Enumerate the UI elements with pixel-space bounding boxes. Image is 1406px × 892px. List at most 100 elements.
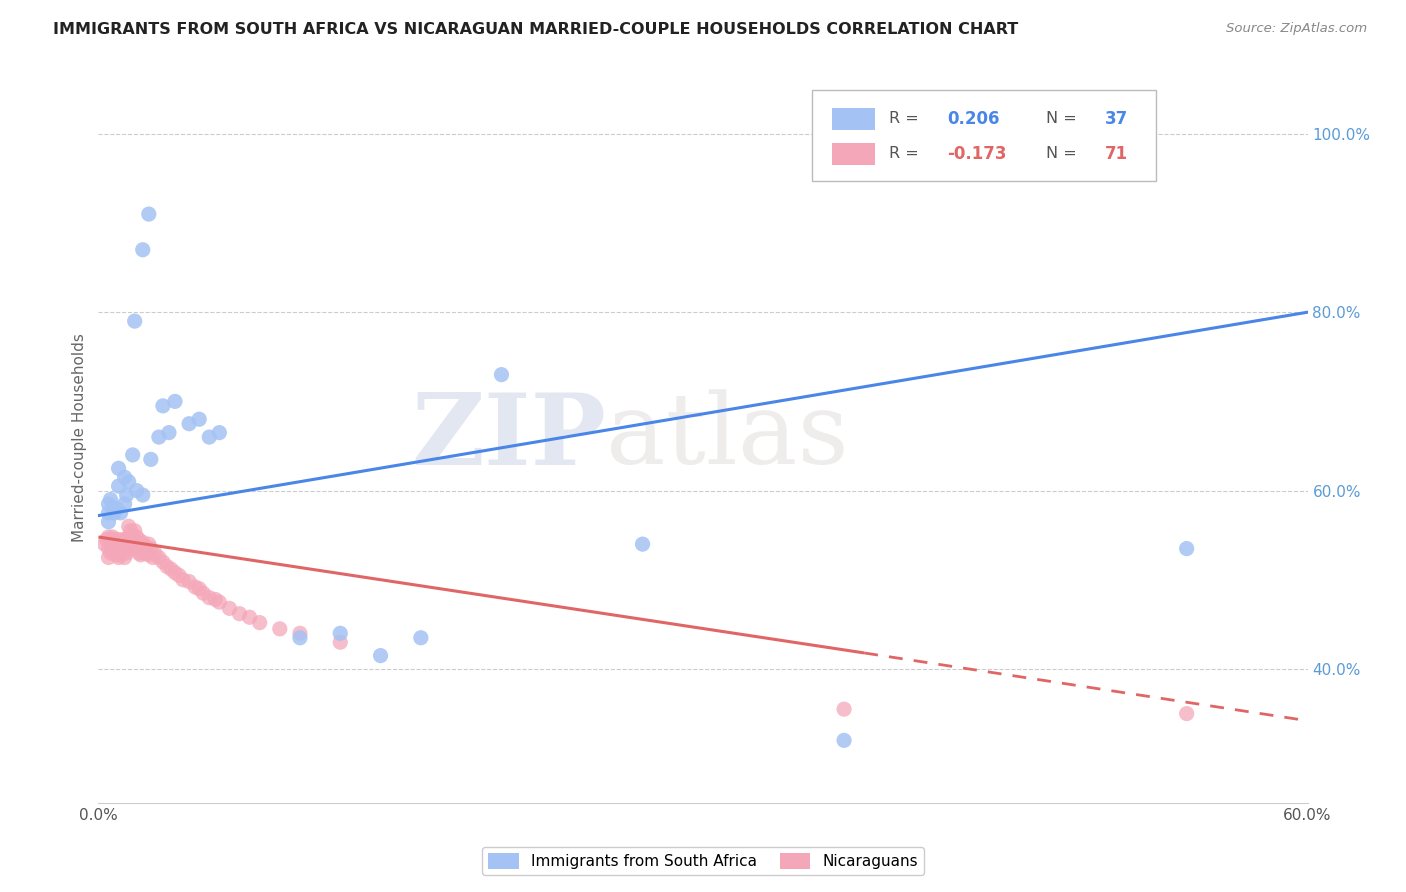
Text: 0.206: 0.206 — [948, 110, 1000, 128]
Point — [120, 524, 142, 538]
Point — [120, 537, 142, 551]
Point — [142, 550, 165, 565]
Point — [129, 548, 152, 562]
Point — [114, 470, 136, 484]
Point — [101, 530, 124, 544]
Point — [1175, 541, 1198, 556]
Point — [103, 506, 125, 520]
Point — [118, 541, 141, 556]
Point — [193, 586, 215, 600]
Point — [121, 448, 143, 462]
Point — [107, 479, 129, 493]
Text: 71: 71 — [1105, 145, 1128, 163]
Point — [107, 461, 129, 475]
Point — [97, 506, 120, 520]
Point — [114, 497, 136, 511]
FancyBboxPatch shape — [832, 143, 875, 165]
Point — [114, 537, 136, 551]
Point — [118, 475, 141, 489]
Point — [107, 550, 129, 565]
Point — [110, 506, 132, 520]
Point — [288, 631, 311, 645]
Point — [134, 539, 156, 553]
Point — [179, 574, 201, 589]
Point — [370, 648, 392, 663]
Point — [97, 497, 120, 511]
Point — [97, 550, 120, 565]
Point — [160, 562, 183, 576]
Point — [124, 524, 146, 538]
Point — [832, 733, 855, 747]
Point — [249, 615, 271, 630]
Point — [132, 488, 155, 502]
Point — [156, 559, 179, 574]
Point — [163, 566, 186, 580]
Point — [491, 368, 513, 382]
Point — [179, 417, 201, 431]
Point — [329, 626, 352, 640]
Point — [135, 546, 157, 560]
Text: IMMIGRANTS FROM SOUTH AFRICA VS NICARAGUAN MARRIED-COUPLE HOUSEHOLDS CORRELATION: IMMIGRANTS FROM SOUTH AFRICA VS NICARAGU… — [53, 22, 1019, 37]
Point — [118, 530, 141, 544]
Point — [96, 533, 118, 547]
Point — [110, 537, 132, 551]
Point — [167, 568, 190, 582]
Point — [93, 537, 115, 551]
Point — [121, 530, 143, 544]
Point — [128, 533, 150, 547]
Point — [129, 537, 152, 551]
Point — [97, 515, 120, 529]
Legend: Immigrants from South Africa, Nicaraguans: Immigrants from South Africa, Nicaraguan… — [482, 847, 924, 875]
Point — [198, 591, 221, 605]
Point — [152, 399, 174, 413]
Point — [329, 635, 352, 649]
Point — [115, 533, 138, 547]
Point — [138, 537, 160, 551]
Point — [138, 548, 160, 562]
FancyBboxPatch shape — [811, 90, 1157, 181]
Point — [184, 580, 207, 594]
Point — [115, 546, 138, 560]
Text: atlas: atlas — [606, 389, 849, 485]
Point — [239, 610, 262, 624]
Text: R =: R = — [889, 146, 924, 161]
Point — [115, 488, 138, 502]
Point — [172, 573, 194, 587]
Point — [269, 622, 291, 636]
Point — [832, 702, 855, 716]
Point — [100, 546, 122, 560]
Point — [132, 535, 155, 549]
Text: Source: ZipAtlas.com: Source: ZipAtlas.com — [1226, 22, 1367, 36]
Point — [111, 541, 134, 556]
Point — [228, 607, 250, 621]
Point — [188, 412, 211, 426]
Point — [107, 541, 129, 556]
Point — [139, 541, 162, 556]
Point — [139, 452, 162, 467]
Text: N =: N = — [1046, 146, 1083, 161]
Point — [107, 533, 129, 547]
Point — [163, 394, 186, 409]
Point — [125, 530, 148, 544]
Point — [100, 533, 122, 547]
Point — [105, 548, 128, 562]
Point — [125, 541, 148, 556]
Point — [218, 601, 240, 615]
Point — [125, 483, 148, 498]
Point — [97, 541, 120, 556]
Point — [97, 530, 120, 544]
Point — [124, 314, 146, 328]
Point — [114, 550, 136, 565]
Text: R =: R = — [889, 111, 924, 126]
Point — [124, 537, 146, 551]
Text: 37: 37 — [1105, 110, 1128, 128]
Text: -0.173: -0.173 — [948, 145, 1007, 163]
Point — [631, 537, 654, 551]
Point — [105, 501, 128, 516]
Text: ZIP: ZIP — [412, 389, 606, 485]
Point — [103, 533, 125, 547]
Text: N =: N = — [1046, 111, 1083, 126]
Point — [188, 582, 211, 596]
Point — [132, 546, 155, 560]
Point — [152, 555, 174, 569]
